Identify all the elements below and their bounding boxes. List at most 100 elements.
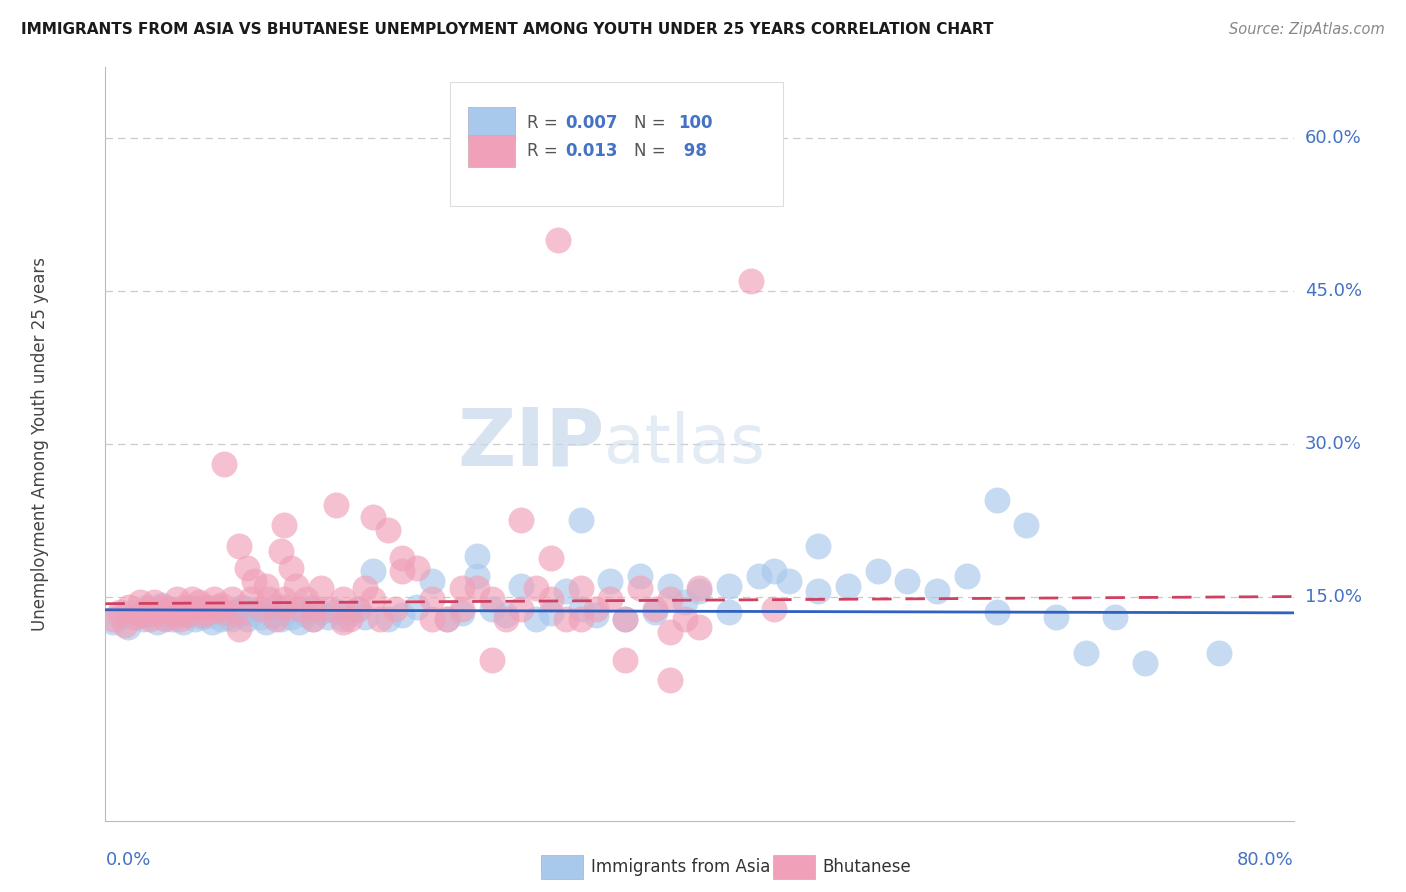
Point [117, 620, 139, 634]
Point [131, 607, 153, 622]
Text: R =: R = [527, 113, 564, 132]
Point [569, 513, 592, 527]
Point [250, 601, 273, 615]
Point [295, 607, 318, 622]
Text: IMMIGRANTS FROM ASIA VS BHUTANESE UNEMPLOYMENT AMONG YOUTH UNDER 25 YEARS CORREL: IMMIGRANTS FROM ASIA VS BHUTANESE UNEMPL… [21, 22, 994, 37]
Point [124, 610, 146, 624]
Point [524, 582, 547, 596]
Point [866, 564, 889, 578]
Point [136, 601, 159, 615]
Point [481, 601, 503, 615]
Point [406, 599, 429, 614]
Point [599, 591, 621, 606]
FancyBboxPatch shape [468, 107, 516, 138]
Point [139, 612, 162, 626]
Point [628, 569, 651, 583]
Point [391, 564, 413, 578]
Point [101, 612, 124, 626]
Point [628, 582, 651, 596]
Point [689, 620, 711, 634]
Text: 98: 98 [678, 142, 707, 160]
Point [214, 605, 236, 619]
Point [436, 612, 458, 626]
Point [436, 612, 458, 626]
Point [162, 612, 184, 626]
Point [495, 612, 517, 626]
Point [240, 591, 263, 606]
Point [153, 612, 176, 626]
Point [257, 591, 280, 606]
Point [228, 622, 250, 636]
Point [202, 591, 225, 606]
Point [547, 233, 569, 247]
Point [180, 591, 202, 606]
Text: atlas: atlas [605, 411, 765, 476]
Point [495, 607, 517, 622]
Point [228, 539, 250, 553]
Point [420, 591, 443, 606]
Point [260, 607, 283, 622]
Point [644, 601, 666, 615]
Point [585, 601, 607, 615]
Point [225, 604, 247, 618]
Text: ZIP: ZIP [457, 405, 605, 483]
Point [280, 561, 302, 575]
Point [162, 607, 184, 622]
Text: Unemployment Among Youth under 25 years: Unemployment Among Youth under 25 years [31, 257, 49, 631]
Point [510, 579, 533, 593]
Point [569, 601, 592, 615]
Point [658, 579, 681, 593]
Point [139, 607, 162, 622]
Point [128, 594, 150, 608]
Text: 30.0%: 30.0% [1305, 434, 1361, 453]
Point [150, 598, 173, 612]
Point [280, 610, 302, 624]
Point [217, 610, 239, 624]
Point [110, 605, 132, 619]
Point [254, 615, 277, 629]
Point [391, 607, 413, 622]
Point [1015, 518, 1038, 533]
Point [332, 612, 354, 626]
Point [143, 594, 166, 608]
Point [205, 599, 228, 614]
Point [209, 598, 232, 612]
Point [166, 607, 188, 621]
Point [658, 625, 681, 640]
Point [599, 574, 621, 589]
Point [284, 579, 307, 593]
Point [569, 612, 592, 626]
Point [325, 498, 347, 512]
Point [205, 601, 228, 615]
Point [287, 615, 309, 629]
Point [221, 612, 243, 626]
Point [354, 610, 377, 624]
Point [540, 606, 562, 620]
Point [270, 543, 292, 558]
Point [302, 612, 325, 626]
Point [510, 601, 533, 615]
Point [186, 605, 208, 619]
Point [673, 594, 696, 608]
Point [302, 612, 325, 626]
Point [778, 574, 800, 589]
Point [762, 564, 785, 578]
Point [585, 607, 607, 622]
Point [136, 599, 159, 614]
Point [169, 605, 191, 619]
Point [956, 569, 979, 583]
Point [554, 612, 576, 626]
Point [173, 599, 195, 614]
Point [986, 605, 1008, 619]
Point [361, 510, 384, 524]
Point [264, 599, 287, 614]
Point [195, 601, 218, 615]
Point [465, 582, 488, 596]
Text: 80.0%: 80.0% [1237, 851, 1294, 869]
Text: R =: R = [527, 142, 564, 160]
Point [377, 612, 399, 626]
Point [1074, 646, 1097, 660]
FancyBboxPatch shape [450, 82, 783, 206]
Point [299, 599, 322, 614]
Point [1104, 610, 1126, 624]
